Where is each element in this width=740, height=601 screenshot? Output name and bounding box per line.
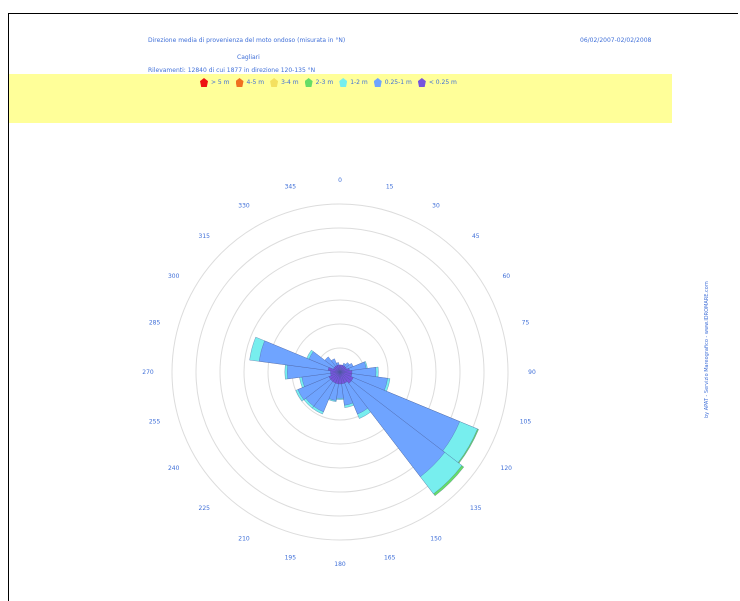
observations-label: Rilevamenti: 12840 di cui 1877 in direzi… bbox=[148, 67, 316, 74]
angle-tick-label: 240 bbox=[168, 465, 180, 472]
grid-ring bbox=[195, 227, 485, 517]
grid-ring bbox=[171, 203, 509, 541]
legend-label: > 5 m bbox=[211, 79, 230, 86]
angle-tick-label: 195 bbox=[285, 554, 297, 561]
legend-item: 1-2 m bbox=[339, 78, 368, 87]
grid-ring bbox=[267, 299, 413, 445]
angle-tick-label: 315 bbox=[199, 233, 211, 240]
angle-tick-label: 105 bbox=[520, 419, 532, 426]
rose-sector bbox=[339, 371, 369, 415]
angle-tick-label: 135 bbox=[470, 505, 482, 512]
angle-tick-label: 345 bbox=[285, 184, 297, 191]
angle-tick-label: 270 bbox=[142, 369, 154, 376]
grid-ring bbox=[243, 275, 437, 469]
legend-label: < 0.25 m bbox=[428, 79, 457, 86]
legend-item: 4-5 m bbox=[235, 78, 265, 87]
rose-sector bbox=[336, 364, 341, 373]
rose-sector bbox=[339, 371, 446, 478]
rose-sector bbox=[297, 371, 341, 401]
yellow-pentagon-icon bbox=[270, 78, 279, 87]
blue-pentagon-icon bbox=[373, 78, 382, 87]
angle-tick-label: 60 bbox=[502, 273, 510, 280]
legend-label: 4-5 m bbox=[246, 79, 265, 86]
orange-pentagon-icon bbox=[235, 78, 244, 87]
angle-tick-label: 15 bbox=[386, 184, 394, 191]
date-range: 06/02/2007-02/02/2008 bbox=[580, 37, 652, 44]
angle-tick-label: 150 bbox=[430, 535, 442, 542]
angle-tick-label: 285 bbox=[149, 319, 161, 326]
angle-tick-label: 30 bbox=[432, 203, 440, 210]
legend-item: 0.25-1 m bbox=[373, 78, 412, 87]
legend-item: < 0.25 m bbox=[417, 78, 457, 87]
angle-tick-label: 120 bbox=[501, 465, 513, 472]
grid-ring bbox=[219, 251, 461, 493]
cyan-pentagon-icon bbox=[339, 78, 348, 87]
angle-tick-label: 45 bbox=[472, 233, 480, 240]
angle-tick-label: 180 bbox=[334, 561, 346, 568]
angle-tick-label: 0 bbox=[338, 177, 342, 184]
angle-tick-label: 75 bbox=[522, 319, 530, 326]
legend: > 5 m 4-5 m 3-4 m 2-3 m 1-2 m 0.25-1 m <… bbox=[200, 78, 463, 87]
legend-label: 1-2 m bbox=[350, 79, 368, 86]
angle-tick-label: 225 bbox=[199, 505, 211, 512]
rose-sector bbox=[339, 371, 352, 384]
legend-label: 3-4 m bbox=[281, 79, 299, 86]
green-pentagon-icon bbox=[304, 78, 313, 87]
angle-tick-label: 210 bbox=[238, 535, 250, 542]
angle-tick-label: 165 bbox=[384, 554, 396, 561]
legend-label: 0.25-1 m bbox=[384, 79, 412, 86]
angle-tick-label: 300 bbox=[168, 273, 180, 280]
rose-sector bbox=[308, 351, 341, 373]
angle-tick-label: 330 bbox=[238, 203, 250, 210]
chart-title: Direzione media di provenienza del moto … bbox=[148, 37, 346, 44]
rose-sector bbox=[258, 340, 341, 373]
location-label: Cagliari bbox=[237, 54, 260, 61]
angle-tick-label: 255 bbox=[149, 419, 161, 426]
legend-item: > 5 m bbox=[200, 78, 230, 87]
legend-label: 2-3 m bbox=[315, 79, 334, 86]
legend-item: 3-4 m bbox=[270, 78, 299, 87]
red-pentagon-icon bbox=[200, 78, 208, 87]
angle-tick-label: 90 bbox=[528, 369, 536, 376]
purple-pentagon-icon bbox=[417, 78, 426, 87]
legend-item: 2-3 m bbox=[304, 78, 334, 87]
rose-sector bbox=[328, 371, 341, 380]
